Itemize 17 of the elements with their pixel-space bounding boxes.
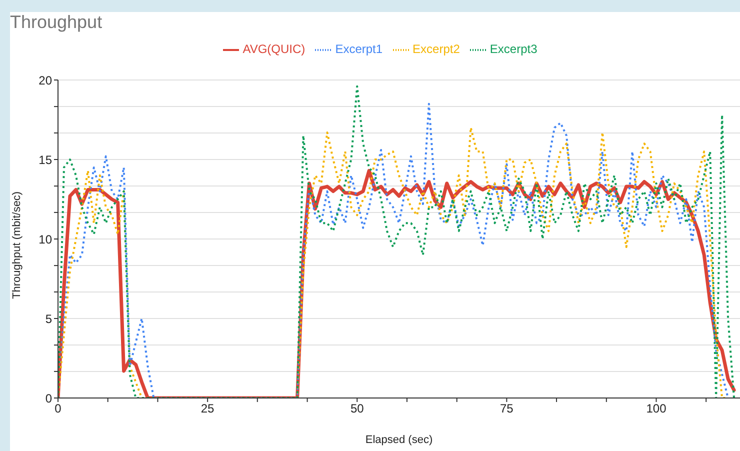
x-axis-title: Elapsed (sec) — [365, 434, 433, 446]
x-tick-label: 75 — [500, 402, 514, 416]
chart-title: Throughput — [10, 12, 102, 33]
y-axis-title: Throughput (mbit/sec) — [10, 191, 23, 299]
legend-label: Excerpt2 — [412, 42, 460, 56]
y-tick-label: 10 — [38, 232, 52, 246]
y-tick-label: 5 — [45, 312, 52, 326]
x-tick-label: 50 — [350, 402, 364, 416]
legend-label: Excerpt1 — [335, 42, 383, 56]
legend-label: AVG(QUIC) — [242, 42, 306, 56]
x-tick-label: 0 — [54, 402, 62, 416]
y-tick-label: 0 — [45, 391, 52, 406]
x-tick-label: 25 — [200, 402, 215, 416]
legend-label: Excerpt3 — [490, 42, 538, 56]
x-tick-label: 100 — [646, 402, 667, 416]
y-tick-label: 15 — [38, 152, 52, 167]
y-tick-label: 20 — [38, 73, 52, 88]
